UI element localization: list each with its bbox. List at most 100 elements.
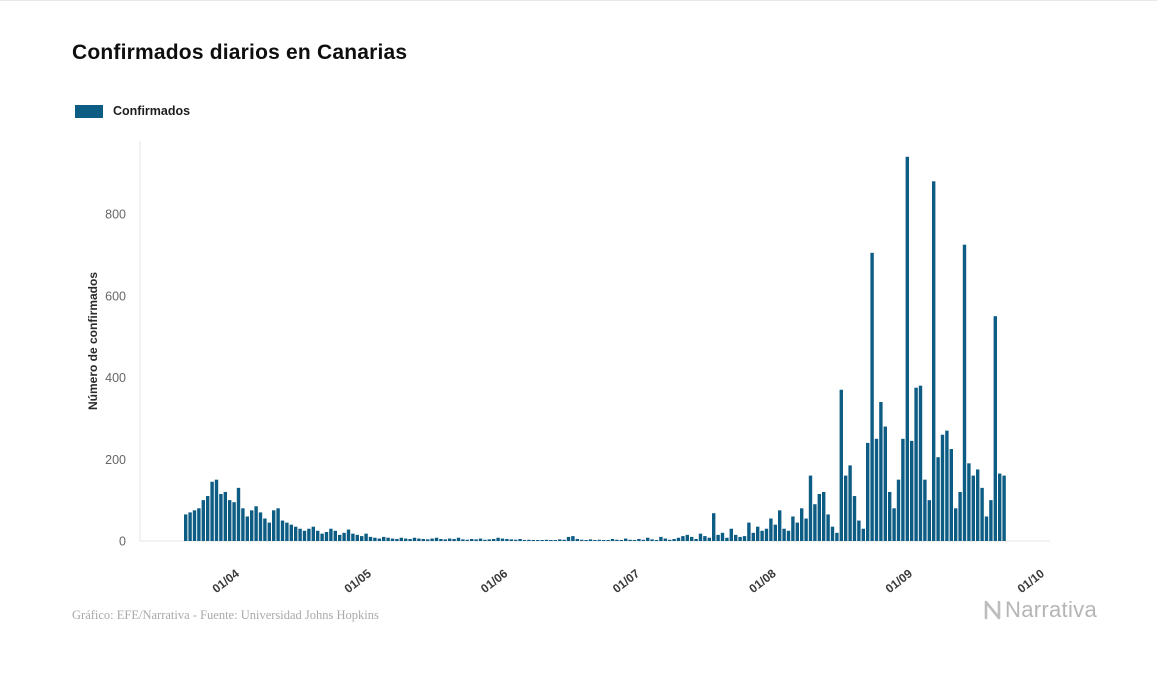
bar xyxy=(588,539,593,542)
bar xyxy=(470,538,474,541)
bar xyxy=(606,540,610,541)
bar xyxy=(241,508,245,541)
bar xyxy=(360,536,364,542)
bar xyxy=(945,430,949,541)
bar xyxy=(390,538,395,541)
bar xyxy=(267,522,271,541)
bar xyxy=(527,539,531,541)
bar xyxy=(500,538,505,541)
bar xyxy=(228,500,232,542)
bar xyxy=(874,438,879,541)
bar xyxy=(641,539,645,541)
bar xyxy=(716,534,720,541)
bar xyxy=(412,537,417,541)
bar xyxy=(685,534,689,541)
bar xyxy=(258,512,263,541)
bar xyxy=(690,536,694,541)
legend: Confirmados xyxy=(75,104,190,118)
bar xyxy=(192,510,197,541)
bar xyxy=(949,449,953,541)
bar xyxy=(206,496,210,541)
bar xyxy=(914,387,918,541)
bar xyxy=(962,244,967,541)
bar xyxy=(492,538,496,541)
bar xyxy=(756,526,760,541)
bar xyxy=(263,518,267,541)
x-tick-label: 01/05 xyxy=(342,566,375,596)
bar xyxy=(540,540,544,541)
bar xyxy=(509,539,513,542)
bar xyxy=(989,500,993,542)
bar xyxy=(448,538,452,541)
bar xyxy=(201,500,205,542)
bar xyxy=(910,440,914,541)
bar xyxy=(1002,475,1006,541)
bar xyxy=(615,539,619,541)
bar xyxy=(650,539,654,542)
bar xyxy=(219,493,223,541)
bar xyxy=(210,481,214,541)
bar xyxy=(888,491,892,541)
bar xyxy=(901,438,905,541)
bar xyxy=(351,533,355,541)
bar xyxy=(663,538,667,541)
narrativa-logo-icon xyxy=(984,600,1001,620)
bar xyxy=(795,522,799,541)
bar xyxy=(566,536,571,541)
bar xyxy=(980,487,984,541)
bar xyxy=(338,534,342,541)
bar xyxy=(316,530,320,541)
bar xyxy=(839,389,843,541)
bar xyxy=(254,506,258,541)
bar xyxy=(800,508,804,541)
bar xyxy=(628,539,632,541)
bar xyxy=(496,537,500,541)
chart-title: Confirmados diarios en Canarias xyxy=(72,41,408,64)
x-tick-label: 01/07 xyxy=(610,566,643,596)
bar xyxy=(632,540,637,541)
bar xyxy=(571,536,575,542)
bar xyxy=(984,516,989,541)
bar xyxy=(694,538,698,541)
bar xyxy=(465,539,469,541)
bar xyxy=(940,434,945,542)
bar xyxy=(430,538,434,541)
bar xyxy=(879,402,883,541)
bar xyxy=(804,518,808,541)
bar xyxy=(905,156,909,541)
bar xyxy=(923,479,927,541)
bar xyxy=(307,528,311,541)
y-axis-title: Número de confirmados xyxy=(86,272,100,410)
bar xyxy=(918,385,923,541)
bar xyxy=(408,538,412,541)
bar xyxy=(760,530,764,541)
bar xyxy=(826,514,830,541)
bar xyxy=(505,538,509,541)
bar xyxy=(461,539,465,542)
bar xyxy=(637,538,641,541)
bar xyxy=(883,426,887,541)
bar xyxy=(742,536,747,542)
bar xyxy=(373,537,377,541)
bar xyxy=(896,479,901,541)
bar xyxy=(835,532,839,541)
bar xyxy=(553,540,557,541)
bar xyxy=(214,479,219,541)
chart-credit: Gráfico: EFE/Narrativa - Fuente: Univers… xyxy=(72,608,379,622)
bar-chart: 0 200 400 600 800 01/04 01/05 01/06 01/07 01/08 01… xyxy=(86,141,1050,596)
bar xyxy=(786,530,791,541)
bar xyxy=(364,533,368,541)
bar xyxy=(382,536,386,541)
bar xyxy=(712,513,716,541)
bar xyxy=(184,514,188,541)
bar xyxy=(817,493,821,541)
bar xyxy=(426,539,430,542)
bar xyxy=(188,512,192,541)
bar xyxy=(927,500,931,542)
bar xyxy=(434,537,439,541)
bar xyxy=(747,522,751,541)
bar xyxy=(417,538,421,541)
x-tick-label: 01/06 xyxy=(478,566,511,596)
bar xyxy=(998,473,1002,541)
bar xyxy=(778,510,782,541)
